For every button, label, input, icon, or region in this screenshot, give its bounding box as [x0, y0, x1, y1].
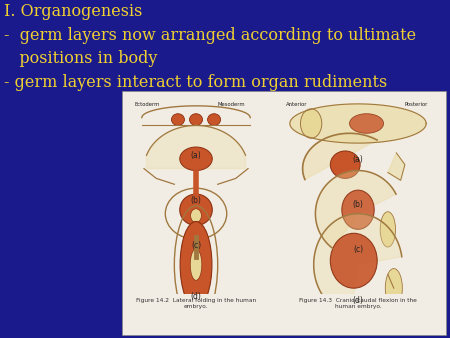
Circle shape: [190, 249, 202, 280]
Polygon shape: [388, 153, 405, 180]
Text: (b): (b): [353, 200, 364, 209]
Ellipse shape: [301, 109, 322, 138]
Text: (c): (c): [353, 245, 363, 254]
Polygon shape: [315, 171, 396, 248]
Ellipse shape: [330, 151, 360, 178]
Text: Mesoderm: Mesoderm: [218, 102, 245, 107]
Circle shape: [385, 269, 402, 308]
Text: Anterior: Anterior: [286, 102, 307, 107]
Ellipse shape: [207, 114, 220, 125]
Ellipse shape: [342, 190, 374, 230]
Text: Figure 14.3  Cranio-caudal flexion in the
human embryo.: Figure 14.3 Cranio-caudal flexion in the…: [299, 298, 417, 309]
Polygon shape: [303, 133, 377, 179]
Ellipse shape: [330, 233, 377, 288]
Bar: [122, 91, 446, 335]
Ellipse shape: [171, 114, 184, 125]
Text: (d): (d): [353, 296, 364, 305]
Text: Ectoderm: Ectoderm: [135, 102, 160, 107]
Text: (b): (b): [191, 196, 202, 205]
Text: (c): (c): [191, 241, 201, 250]
Text: Posterior: Posterior: [405, 102, 428, 107]
Text: (a): (a): [353, 155, 364, 164]
Polygon shape: [314, 214, 402, 315]
Ellipse shape: [180, 147, 212, 171]
Text: Figure 14.2  Lateral folding in the human
embryo.: Figure 14.2 Lateral folding in the human…: [136, 298, 256, 309]
Polygon shape: [147, 125, 246, 169]
Ellipse shape: [191, 209, 202, 222]
Text: I. Organogenesis
-  germ layers now arranged according to ultimate
   positions : I. Organogenesis - germ layers now arran…: [4, 3, 417, 91]
Ellipse shape: [180, 194, 212, 225]
Circle shape: [380, 212, 396, 247]
Circle shape: [180, 221, 212, 308]
Polygon shape: [290, 104, 426, 143]
Ellipse shape: [350, 114, 383, 133]
Text: (d): (d): [191, 292, 202, 301]
Text: (a): (a): [191, 151, 202, 160]
Ellipse shape: [189, 114, 202, 125]
